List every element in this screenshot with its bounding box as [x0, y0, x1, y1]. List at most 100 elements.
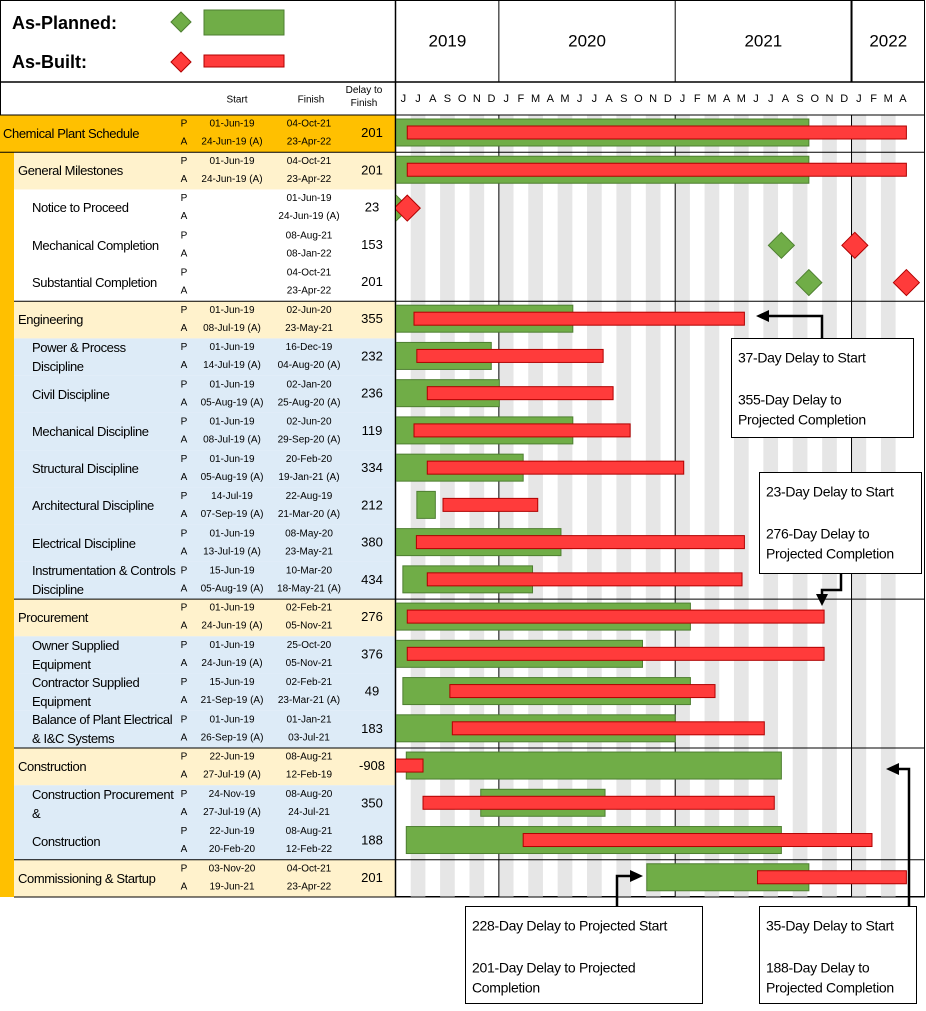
- delay: 380: [361, 535, 383, 550]
- flag-planned: P: [181, 565, 188, 576]
- date: 01-Jan-21: [286, 714, 331, 725]
- row-label-box: Construction Procurement &: [32, 787, 174, 821]
- row-fill: [14, 487, 395, 525]
- row-label-box: Commissioning & Startup: [18, 871, 156, 886]
- row-label: Contractor Supplied Equipment: [32, 675, 140, 710]
- month-stripe: [704, 115, 720, 897]
- date: 25-Oct-20: [287, 640, 332, 651]
- built-bar: [756, 870, 907, 885]
- row-fill: [14, 450, 395, 488]
- date: 23-May-21: [285, 546, 333, 557]
- date: 22-Jun-19: [209, 752, 254, 763]
- flag-built: A: [181, 583, 188, 594]
- date: 15-Jun-19: [209, 565, 254, 576]
- annotation-box: [731, 338, 914, 438]
- planned-milestone: [767, 231, 796, 260]
- date: 23-Mar-21 (A): [278, 695, 340, 706]
- date: 23-Apr-22: [287, 881, 332, 892]
- flag-built: A: [181, 286, 188, 297]
- row-fill: [14, 263, 395, 302]
- month-label: J: [768, 93, 774, 105]
- date: 05-Aug-19 (A): [201, 583, 264, 594]
- month-label: J: [592, 93, 598, 105]
- month-stripe: [587, 115, 602, 897]
- date: 07-Sep-19 (A): [201, 509, 264, 520]
- date: 18-May-21 (A): [277, 583, 341, 594]
- row-label-box: Architectural Discipline: [32, 498, 154, 513]
- date: 15-Jun-19: [209, 677, 254, 688]
- delay: 119: [362, 423, 383, 438]
- month-label: A: [429, 93, 437, 105]
- delay: 201: [361, 162, 383, 177]
- flag-built: A: [181, 621, 188, 632]
- date: 01-Jun-19: [209, 640, 254, 651]
- month-label: F: [870, 93, 877, 105]
- month-label: S: [444, 93, 451, 105]
- column-delay-box: Delay to Finish: [345, 85, 383, 109]
- row-fill: [14, 636, 395, 674]
- date: 08-Aug-20: [286, 789, 333, 800]
- built-milestone: [396, 194, 421, 222]
- date: 08-Jul-19 (A): [203, 435, 261, 446]
- delay: 236: [361, 386, 383, 401]
- annotation-text: Projected Completion: [738, 412, 866, 428]
- flag-planned: P: [181, 342, 188, 353]
- row-label: Substantial Completion: [32, 274, 157, 290]
- delay: 355: [361, 311, 383, 326]
- row-fill: [14, 412, 395, 451]
- delay: 153: [361, 237, 383, 252]
- built-bar: [442, 497, 539, 512]
- flag-built: A: [181, 435, 188, 446]
- built-bar: [396, 758, 424, 773]
- date: 13-Jul-19 (A): [203, 546, 261, 557]
- bars: [396, 118, 921, 892]
- arrow-head: [756, 310, 769, 322]
- built-bar: [416, 348, 604, 363]
- date: 24-Jun-19 (A): [201, 137, 262, 148]
- row-fill: [14, 152, 395, 190]
- month-label: F: [694, 93, 701, 105]
- column-delay: Delay to Finish: [345, 85, 383, 109]
- month-stripe: [645, 115, 661, 897]
- date: 05-Aug-19 (A): [201, 397, 264, 408]
- flag-planned: P: [181, 826, 188, 837]
- built-bar: [413, 311, 745, 326]
- date: 24-Jun-19 (A): [201, 621, 262, 632]
- date: 01-Jun-19: [209, 603, 254, 614]
- flag-built: A: [181, 360, 188, 371]
- row-fill: [14, 189, 395, 227]
- flag-built: A: [181, 509, 188, 520]
- delay: 188: [361, 833, 383, 848]
- delay: 49: [365, 684, 379, 699]
- date: 23-Apr-22: [287, 286, 332, 297]
- built-milestone: [892, 268, 921, 297]
- row-label-box: General Milestones: [18, 163, 123, 178]
- date: 01-Jun-19: [209, 305, 254, 316]
- built-bar: [451, 721, 765, 736]
- legend-built: As-Built:: [12, 52, 87, 72]
- date: 04-Oct-21: [287, 268, 332, 279]
- date: 01-Jun-19: [209, 342, 254, 353]
- month-label: A: [547, 93, 555, 105]
- flag-built: A: [181, 248, 188, 259]
- date: 08-Jan-22: [286, 248, 331, 259]
- month-label: J: [503, 93, 509, 105]
- row-fill: [14, 301, 395, 339]
- built-bar: [413, 423, 631, 438]
- row-fill: [14, 226, 395, 264]
- annotation-text: 228-Day Delay to Projected Start: [472, 918, 667, 934]
- annotation-box: [465, 906, 703, 1004]
- date: 24-Jun-19 (A): [278, 211, 339, 222]
- month-label: M: [531, 93, 540, 105]
- month-label: J: [415, 93, 421, 105]
- date: 20-Feb-20: [209, 844, 256, 855]
- flag-planned: P: [181, 305, 188, 316]
- date: 08-Jul-19 (A): [203, 323, 261, 334]
- row-fill: [14, 599, 395, 637]
- row-fill: [14, 785, 395, 823]
- built-bar: [426, 460, 685, 475]
- flag-planned: P: [181, 603, 188, 614]
- annotation-text: 37-Day Delay to Start: [738, 350, 866, 366]
- month-label: A: [782, 93, 790, 105]
- date: 12-Feb-19: [286, 770, 333, 781]
